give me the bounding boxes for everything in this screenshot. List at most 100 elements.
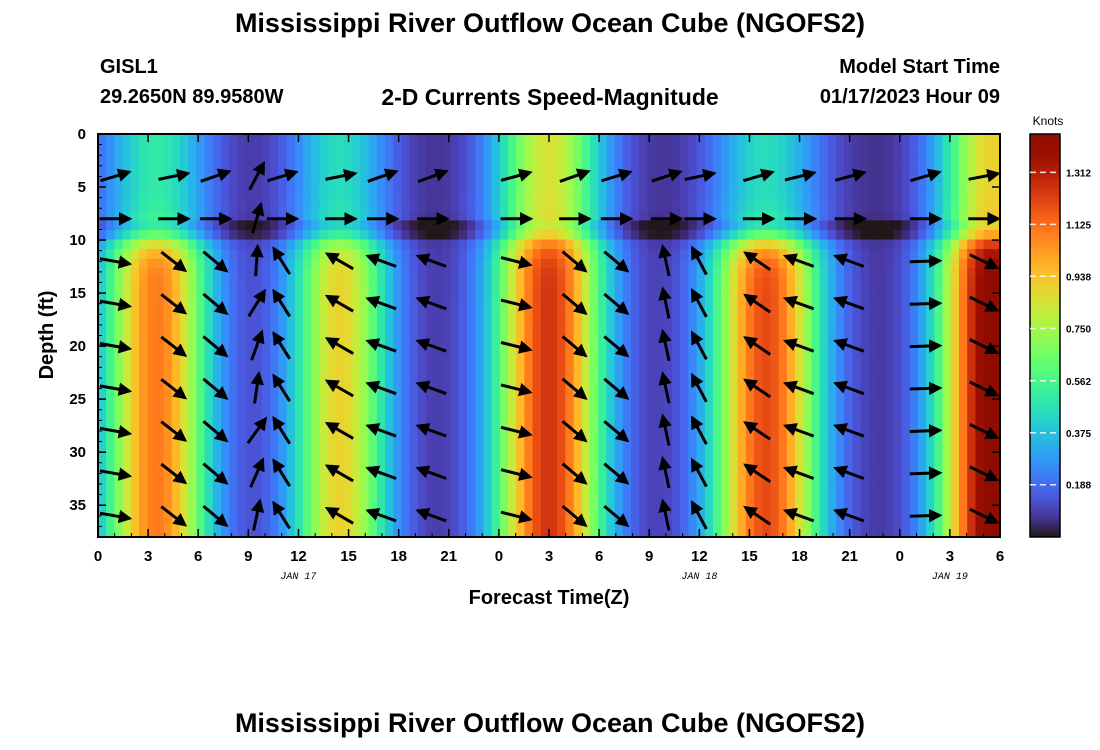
heat-cell — [442, 412, 452, 423]
heat-cell — [253, 479, 263, 490]
heat-cell — [352, 239, 361, 250]
heat-cell — [229, 373, 238, 385]
heat-cell — [335, 134, 345, 145]
heat-cell — [335, 508, 345, 519]
heat-cell — [639, 210, 648, 221]
heat-cell — [327, 364, 337, 375]
heat-cell — [680, 441, 689, 452]
heat-cell — [385, 306, 394, 317]
heat-cell — [754, 354, 763, 365]
heat-cell — [467, 143, 476, 154]
heat-cell — [450, 172, 460, 183]
heat-cell — [590, 210, 599, 221]
heat-cell — [606, 527, 616, 537]
heat-cell — [704, 460, 714, 471]
heat-cell — [508, 143, 517, 154]
heat-cell — [934, 249, 944, 260]
heat-cell — [491, 201, 501, 212]
heat-cell — [770, 229, 780, 241]
heat-cell — [614, 181, 624, 193]
heat-cell — [909, 517, 919, 529]
heat-cell — [286, 143, 296, 154]
heat-cell — [196, 450, 206, 461]
heat-cell — [229, 517, 238, 529]
heat-cell — [672, 460, 681, 471]
heat-cell — [98, 345, 107, 356]
heat-cell — [286, 517, 296, 529]
heat-cell — [98, 460, 107, 471]
x-tick-label: 21 — [841, 548, 858, 565]
heat-cell — [868, 335, 878, 346]
heat-cell — [959, 162, 968, 173]
heat-cell — [344, 297, 353, 308]
heat-cell — [893, 306, 903, 317]
heat-cell — [622, 162, 632, 173]
heat-cell — [622, 450, 632, 461]
heat-cell — [450, 460, 460, 471]
heat-cell — [950, 210, 960, 221]
heat-cell — [778, 393, 788, 404]
current-vector — [415, 295, 447, 311]
heat-cell — [540, 325, 550, 337]
heat-cell — [540, 220, 550, 231]
heat-cell — [540, 268, 550, 279]
heat-cell — [590, 325, 599, 337]
heat-cell — [901, 249, 911, 260]
heat-cell — [909, 191, 919, 202]
heat-cell — [278, 450, 288, 461]
heat-cell — [868, 527, 878, 537]
heat-cell — [844, 220, 853, 231]
heat-cell — [795, 441, 804, 452]
heat-cell — [639, 498, 648, 509]
heat-cell — [778, 277, 788, 289]
heat-cell — [860, 229, 870, 241]
heat-cell — [303, 162, 312, 173]
heat-cell — [409, 210, 419, 221]
heat-cell — [901, 297, 911, 308]
heat-cell — [114, 517, 124, 529]
heat-cell — [163, 306, 173, 317]
heat-cell — [360, 287, 370, 298]
heat-cell — [803, 450, 812, 461]
heat-cell — [524, 306, 534, 317]
heat-cell — [508, 258, 517, 269]
heat-cell — [278, 479, 288, 490]
heat-cell — [98, 239, 107, 250]
heat-cell — [139, 402, 148, 413]
heat-cell — [852, 402, 862, 413]
heat-cell — [581, 229, 591, 241]
heat-cell — [704, 268, 714, 279]
date-label: JAN 17 — [280, 572, 316, 583]
heat-cell — [139, 508, 148, 519]
heat-cell — [983, 393, 993, 404]
heat-cell — [221, 316, 230, 327]
heat-cell — [98, 229, 107, 241]
heat-cell — [163, 460, 173, 471]
heat-cell — [786, 268, 796, 279]
heat-cell — [901, 316, 911, 327]
heat-cell — [385, 431, 394, 442]
heat-cell — [934, 191, 944, 202]
heat-cell — [950, 306, 960, 317]
heat-cell — [188, 517, 197, 529]
heat-cell — [532, 489, 542, 500]
heat-cell — [385, 249, 394, 260]
heat-cell — [409, 316, 419, 327]
heat-cell — [852, 325, 862, 337]
heat-cell — [155, 402, 165, 413]
heat-cell — [401, 162, 411, 173]
heat-cell — [278, 517, 288, 529]
heat-cell — [409, 143, 419, 154]
heat-cell — [147, 498, 156, 509]
heat-cell — [737, 517, 747, 529]
heat-cell — [631, 191, 640, 202]
heat-cell — [360, 210, 370, 221]
heat-cell — [122, 153, 132, 164]
heat-cell — [196, 345, 206, 356]
heat-cell — [532, 277, 542, 289]
heat-cell — [237, 325, 247, 337]
heat-cell — [98, 517, 107, 529]
heat-cell — [237, 335, 247, 346]
heat-cell — [680, 354, 689, 365]
heat-cell — [188, 153, 197, 164]
